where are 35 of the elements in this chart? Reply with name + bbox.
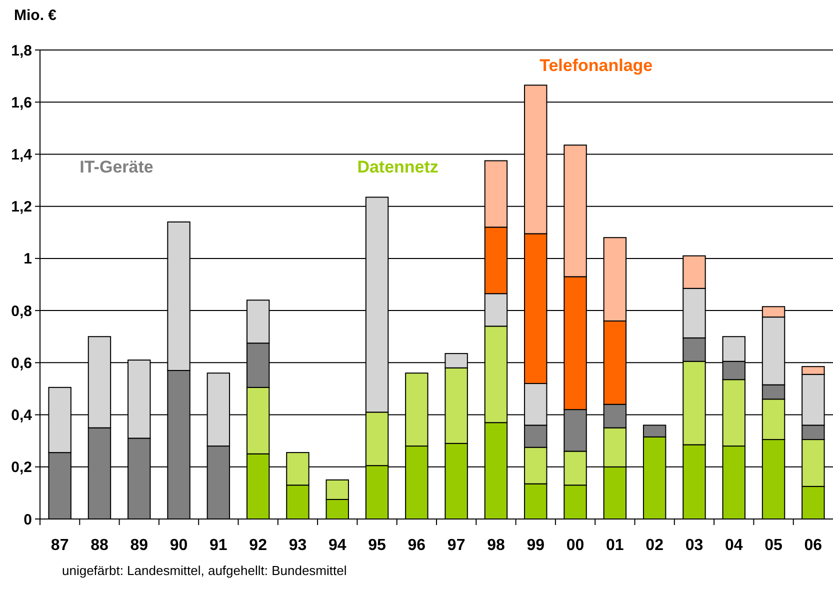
y-tick-label: 1,4 bbox=[11, 146, 33, 164]
x-tick-label: 02 bbox=[646, 537, 664, 554]
x-tick-label: 96 bbox=[408, 537, 426, 554]
x-tick-label: 90 bbox=[170, 537, 188, 554]
text: unigefärbt: Landesmittel, aufgehellt: Bundesmittel bbox=[62, 563, 347, 578]
text: IT-Geräte bbox=[80, 157, 154, 176]
x-tick-label: 89 bbox=[130, 537, 148, 554]
text: Telefonanlage bbox=[540, 56, 653, 75]
x-tick-label: 91 bbox=[210, 537, 228, 554]
x-tick-label: 98 bbox=[487, 537, 505, 554]
x-tick-label: 92 bbox=[249, 537, 268, 554]
x-tick-label: 95 bbox=[368, 537, 386, 554]
x-tick-label: 03 bbox=[685, 537, 704, 554]
y-tick-label: 1,2 bbox=[11, 198, 32, 216]
y-tick-label: 0,4 bbox=[11, 407, 33, 424]
x-tick-label: 05 bbox=[764, 537, 783, 554]
y-tick-label: 1,6 bbox=[11, 94, 32, 112]
x-tick-label: 01 bbox=[606, 537, 624, 554]
x-tick-label: 99 bbox=[526, 537, 545, 554]
y-tick-label: 1,8 bbox=[11, 42, 32, 60]
x-tick-label: 88 bbox=[90, 537, 108, 554]
y-axis-title: Mio. € bbox=[14, 7, 58, 24]
x-tick-label: 00 bbox=[566, 537, 584, 554]
y-tick-label: 0,6 bbox=[11, 354, 32, 372]
x-tick-label: 94 bbox=[328, 537, 346, 554]
x-tick-label: 87 bbox=[50, 537, 69, 554]
text: Datennetz bbox=[357, 157, 438, 176]
y-tick-label: 0 bbox=[24, 511, 32, 528]
x-tick-label: 06 bbox=[804, 537, 822, 554]
y-tick-label: 1 bbox=[24, 250, 32, 268]
x-tick-label: 93 bbox=[288, 537, 307, 554]
y-tick-label: 0,2 bbox=[11, 459, 32, 476]
x-tick-label: 97 bbox=[447, 537, 466, 554]
y-tick-label: 0,8 bbox=[11, 302, 32, 320]
x-tick-label: 04 bbox=[724, 537, 743, 554]
